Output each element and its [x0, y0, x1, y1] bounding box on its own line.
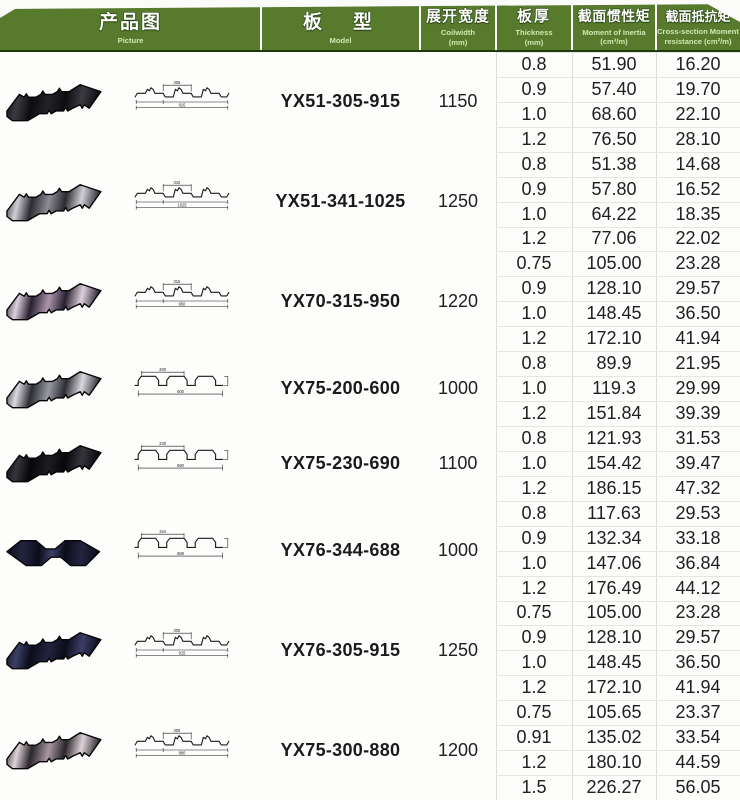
svg-text:344: 344 [159, 529, 167, 534]
svg-text:880: 880 [179, 751, 187, 756]
svg-text:915: 915 [179, 102, 187, 107]
svg-text:688: 688 [177, 551, 185, 556]
svg-text:305: 305 [174, 80, 182, 85]
svg-text:690: 690 [177, 463, 185, 468]
svg-text:230: 230 [159, 442, 167, 447]
svg-text:315: 315 [174, 280, 182, 285]
svg-text:200: 200 [159, 367, 167, 372]
svg-text:342: 342 [174, 180, 182, 185]
svg-text:950: 950 [179, 302, 187, 307]
svg-text:600: 600 [177, 389, 185, 394]
svg-text:1025: 1025 [177, 202, 187, 207]
svg-text:305: 305 [174, 629, 182, 634]
svg-text:300: 300 [174, 728, 182, 733]
svg-text:915: 915 [179, 651, 187, 656]
